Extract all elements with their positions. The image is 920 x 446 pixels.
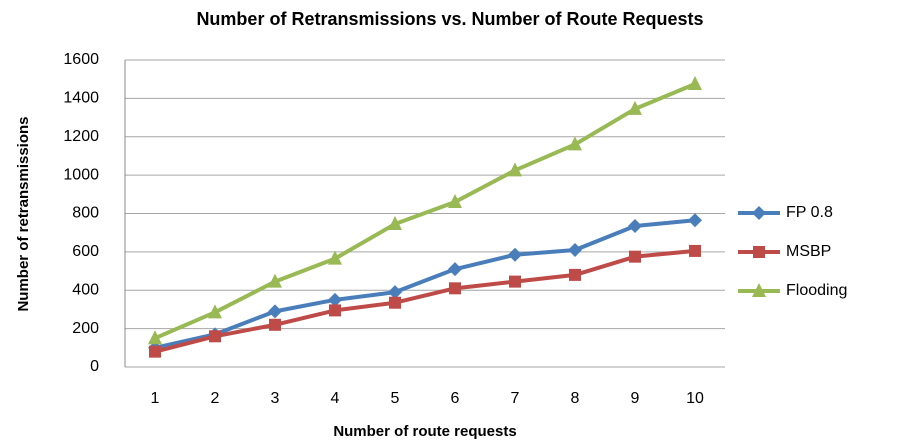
marker (208, 304, 222, 319)
marker (688, 75, 702, 90)
legend-label: FP 0.8 (786, 204, 833, 221)
marker (329, 304, 341, 317)
marker (388, 285, 402, 300)
legend-label: MSBP (786, 243, 831, 260)
marker (209, 330, 221, 343)
marker (448, 193, 462, 208)
marker (629, 250, 641, 263)
y-tick-label: 0 (90, 358, 99, 375)
y-axis-label: Number of retransmissions (15, 116, 32, 311)
y-tick-label: 800 (72, 205, 99, 222)
marker (752, 206, 766, 220)
x-tick-label: 5 (391, 390, 400, 407)
y-tick-label: 1600 (63, 51, 99, 68)
marker (568, 242, 582, 257)
y-tick-label: 1200 (63, 128, 99, 145)
x-tick-label: 4 (331, 390, 340, 407)
marker (268, 273, 282, 288)
y-tick-label: 200 (72, 320, 99, 337)
marker (628, 218, 642, 233)
marker (569, 268, 581, 281)
marker (148, 330, 162, 345)
marker (688, 213, 702, 228)
chart-title: Number of Retransmissions vs. Number of … (196, 9, 703, 29)
marker (328, 250, 342, 265)
x-tick-label: 8 (571, 390, 580, 407)
marker (149, 345, 161, 358)
marker (689, 244, 701, 257)
marker (269, 318, 281, 331)
x-tick-label: 6 (451, 390, 460, 407)
marker (568, 136, 582, 151)
y-tick-label: 1400 (63, 90, 99, 107)
y-tick-label: 1000 (63, 166, 99, 183)
marker (628, 100, 642, 115)
x-tick-label: 10 (686, 390, 704, 407)
series-line (154, 218, 696, 350)
marker (753, 246, 765, 258)
marker (508, 247, 522, 262)
marker (752, 283, 766, 297)
marker (449, 282, 461, 295)
x-tick-label: 9 (631, 390, 640, 407)
y-tick-label: 400 (72, 281, 99, 298)
marker (448, 262, 462, 277)
x-axis-label: Number of route requests (333, 423, 516, 440)
x-tick-label: 7 (511, 390, 520, 407)
x-tick-label: 3 (271, 390, 280, 407)
marker (389, 296, 401, 309)
legend-label: Flooding (786, 282, 847, 299)
marker (508, 162, 522, 177)
x-tick-label: 2 (211, 390, 220, 407)
series-line (154, 248, 696, 354)
series-line (154, 82, 696, 341)
marker (268, 304, 282, 319)
marker (388, 216, 402, 231)
marker (328, 292, 342, 307)
x-tick-label: 1 (151, 390, 160, 407)
marker (509, 275, 521, 288)
y-tick-label: 600 (72, 243, 99, 260)
